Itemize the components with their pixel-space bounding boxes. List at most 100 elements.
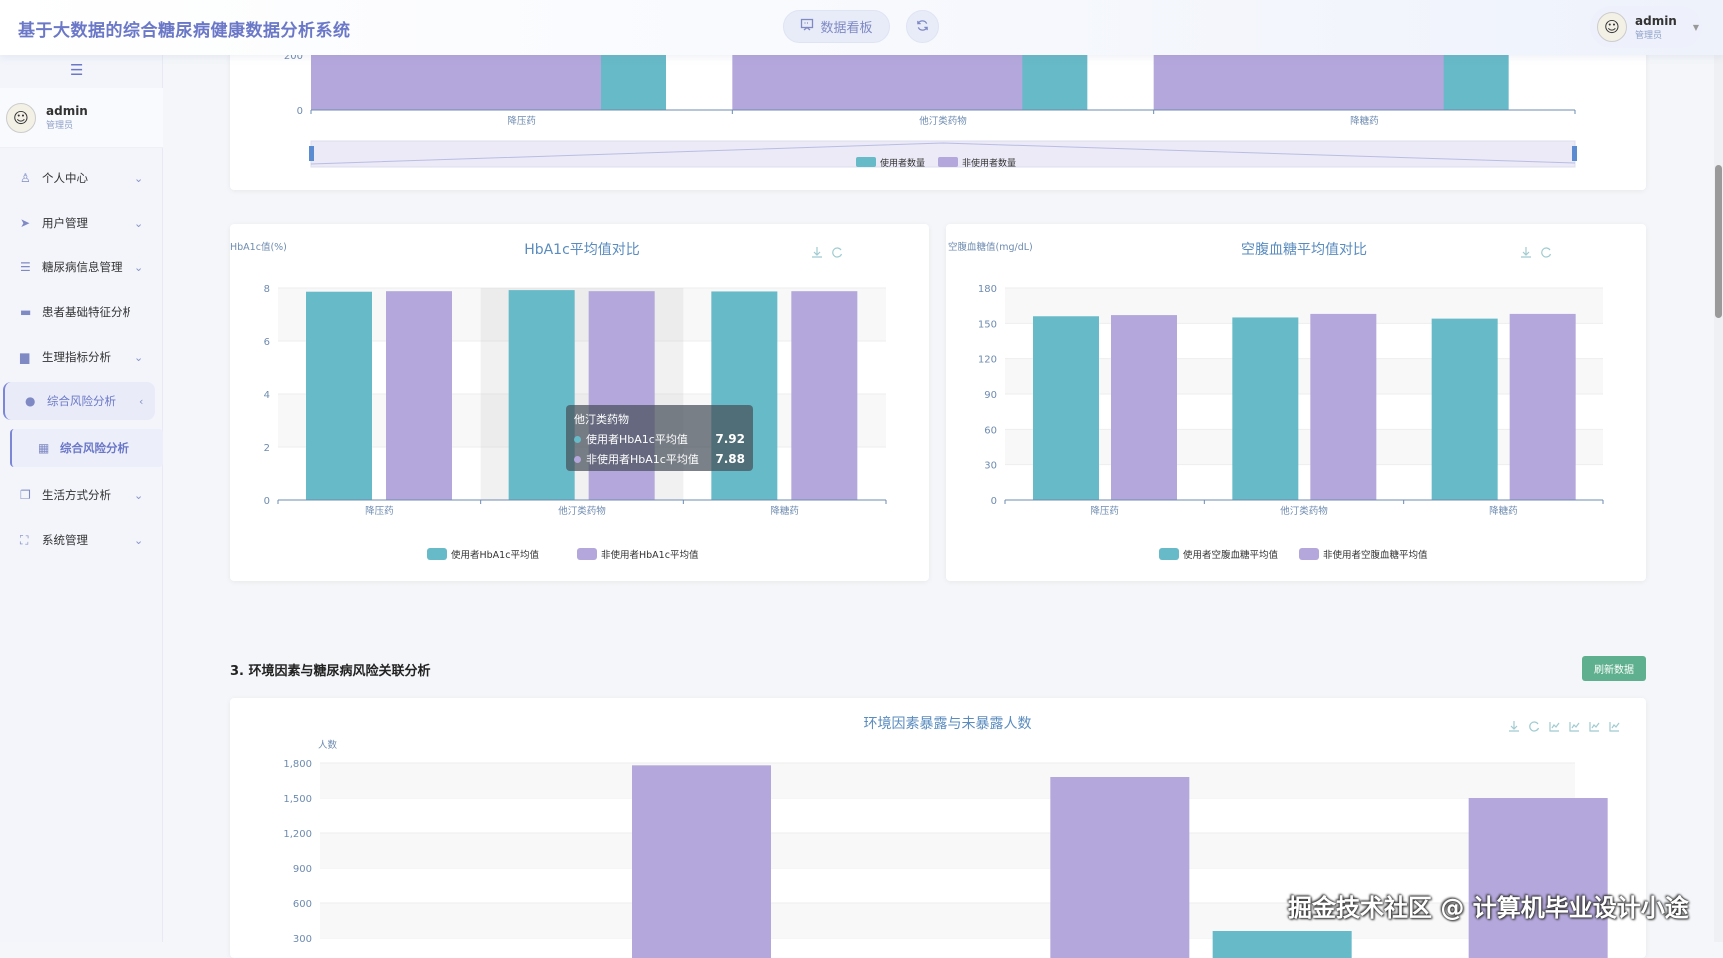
chevron-down-icon: ⌄ xyxy=(134,533,144,547)
grid-band xyxy=(320,833,1575,868)
sidebar-item-label: 患者基础特征分析 xyxy=(42,305,130,319)
legend-swatch xyxy=(427,548,447,560)
chevron-down-icon: ⌄ xyxy=(134,350,144,364)
sidebar-item-label: 生理指标分析 xyxy=(42,350,111,364)
chart-title: HbA1c平均值对比 xyxy=(524,242,640,258)
monitor-icon: ▆ xyxy=(20,350,30,364)
y-tick-label: 900 xyxy=(293,864,312,875)
y-tick-label: 200 xyxy=(284,51,303,62)
top-header: 基于大数据的综合糖尿病健康数据分析系统 数据看板 ☺ admin 管理员 ▼ xyxy=(0,0,1723,55)
page-scrollbar[interactable] xyxy=(1714,55,1723,942)
sidebar-item[interactable]: ➤ 用户管理 ⌄ xyxy=(0,204,163,242)
sidebar-item[interactable]: ⛶ 系统管理 ⌄ xyxy=(0,521,163,559)
datazoom-handle-left[interactable] xyxy=(309,146,314,161)
bar xyxy=(306,291,372,500)
grid-band xyxy=(1005,288,1603,324)
chevron-left-icon: ‹ xyxy=(139,394,144,408)
watermark: 掘金技术社区 @ 计算机毕业设计小途 xyxy=(1288,894,1689,922)
bar xyxy=(1050,777,1190,958)
legend-swatch xyxy=(856,157,876,167)
bar xyxy=(1509,313,1576,500)
bar xyxy=(791,291,858,500)
scrollbar-thumb[interactable] xyxy=(1715,165,1722,318)
bar xyxy=(1111,315,1177,500)
legend-swatch xyxy=(1159,548,1179,560)
chevron-down-icon: ⌄ xyxy=(134,216,144,230)
y-tick-label: 1,500 xyxy=(283,794,312,805)
bar xyxy=(386,291,452,500)
sidebar-item[interactable]: ❐ 生活方式分析 ⌄ xyxy=(0,476,163,514)
datazoom-handle-right[interactable] xyxy=(1572,146,1577,161)
y-tick-label: 180 xyxy=(978,284,997,295)
tooltip-dot xyxy=(574,455,581,463)
chart-title: 空腹血糖平均值对比 xyxy=(1241,241,1367,258)
legend-item: 非使用者空腹血糖平均值 xyxy=(1323,549,1428,561)
dashboard-button-label: 数据看板 xyxy=(820,20,873,35)
tooltip-category: 他汀类药物 xyxy=(574,413,629,426)
zoom-icon[interactable] xyxy=(1549,722,1560,732)
bar xyxy=(1468,798,1608,958)
sidebar-item[interactable]: ▬ 患者基础特征分析 xyxy=(0,293,163,331)
y-tick-label: 600 xyxy=(293,899,312,910)
chevron-down-icon: ⌄ xyxy=(134,171,144,185)
x-tick-label: 降压药 xyxy=(1090,505,1119,517)
sidebar-item[interactable]: ☰ 糖尿病信息管理 ⌄ xyxy=(0,248,163,286)
y-axis-label: HbA1c值(%) xyxy=(230,241,287,253)
y-tick-label: 1,800 xyxy=(283,759,312,770)
sidebar-user: ☺ admin 管理员 xyxy=(0,88,163,148)
chat-icon: ▬ xyxy=(20,305,32,319)
download-icon[interactable] xyxy=(1521,247,1531,258)
x-tick-label: 降糖药 xyxy=(1489,505,1518,517)
sidebar-item[interactable]: ▦ 综合风险分析 xyxy=(10,429,163,467)
x-tick-label: 他汀类药物 xyxy=(1280,505,1328,517)
legend-item: 使用者HbA1c平均值 xyxy=(451,549,539,561)
hamburger-menu-icon[interactable]: ☰ xyxy=(70,61,84,79)
caret-down-icon: ▼ xyxy=(1692,22,1700,32)
refresh-data-button[interactable]: 刷新数据 xyxy=(1582,656,1646,681)
dashboard-button[interactable]: 数据看板 xyxy=(783,10,890,43)
presentation-icon xyxy=(800,18,814,35)
sidebar-item[interactable]: ♙ 个人中心 ⌄ xyxy=(0,159,163,197)
person-icon: ● xyxy=(25,394,36,408)
drug-usage-count-chart-card: 降压药 他汀类药物 降糖药 0 200 使用者数量 非使用者数量 xyxy=(230,40,1646,190)
fasting-glucose-chart: 0 30 60 90 120 150 180 降压药 他汀类药物 降糖药 空腹血糖平均值对比 空腹血糖… xyxy=(948,241,1604,561)
download-icon[interactable] xyxy=(812,247,822,258)
bar xyxy=(1212,931,1352,958)
user-name: admin xyxy=(1635,13,1677,28)
y-tick-label: 30 xyxy=(984,461,997,472)
y-tick-label: 90 xyxy=(984,390,997,401)
refresh-icon xyxy=(916,19,929,35)
sidebar-item-label: 用户管理 xyxy=(42,216,88,230)
avatar: ☺ xyxy=(6,102,36,133)
refresh-button[interactable] xyxy=(906,10,939,43)
environment-chart-card: 环境因素暴露与未暴露人数 人数 300 600 900 1,200 1,500 1,800 xyxy=(230,698,1646,958)
bar-chart-icon[interactable] xyxy=(1589,722,1600,732)
drug-usage-count-chart: 降压药 他汀类药物 降糖药 0 200 使用者数量 非使用者数量 xyxy=(284,50,1577,169)
y-tick-label: 2 xyxy=(264,443,270,454)
zoom-reset-icon[interactable] xyxy=(1569,722,1580,732)
line-chart-icon[interactable] xyxy=(1609,722,1620,732)
x-tick-label: 他汀类药物 xyxy=(919,115,967,127)
legend-item: 非使用者HbA1c平均值 xyxy=(601,549,699,561)
sidebar: ☰ ☺ admin 管理员 ♙ 个人中心 ⌄ ➤ 用户管理 ⌄ ☰ 糖尿病信息管理 ⌄ ▬ 患者基础… xyxy=(0,55,163,942)
grid-band xyxy=(278,288,886,341)
download-icon[interactable] xyxy=(1509,721,1519,732)
refresh-icon[interactable] xyxy=(1529,721,1540,732)
sidebar-item-label: 综合风险分析 xyxy=(47,394,116,408)
sidebar-item[interactable]: ● 综合风险分析 ‹ xyxy=(3,382,155,420)
datazoom-preview-line xyxy=(310,142,1576,165)
fbg-chart-card: 0 30 60 90 120 150 180 降压药 他汀类药物 降糖药 空腹血糖平均值对比 空腹血糖… xyxy=(946,224,1646,581)
x-tick-label: 降糖药 xyxy=(770,505,799,517)
sidebar-item[interactable]: ▆ 生理指标分析 ⌄ xyxy=(0,338,163,376)
hba1c-chart-card: 0 2 4 6 8 降压药 他汀类药物 降糖药 HbA1c平均值对比 HbA1c值(%) 使用者Hb… xyxy=(230,224,929,581)
user-menu[interactable]: ☺ admin 管理员 ▼ xyxy=(1590,6,1702,48)
fullscreen-icon: ⛶ xyxy=(20,532,29,547)
grid-band xyxy=(1005,429,1603,465)
y-tick-label: 300 xyxy=(293,934,312,945)
tooltip-label: 使用者HbA1c平均值 xyxy=(586,433,688,446)
refresh-icon[interactable] xyxy=(1541,247,1552,258)
grid-band xyxy=(1005,358,1603,394)
section-title: 3. 环境因素与糖尿病风险关联分析 xyxy=(230,664,431,679)
refresh-icon[interactable] xyxy=(832,247,843,258)
bar xyxy=(508,290,575,500)
